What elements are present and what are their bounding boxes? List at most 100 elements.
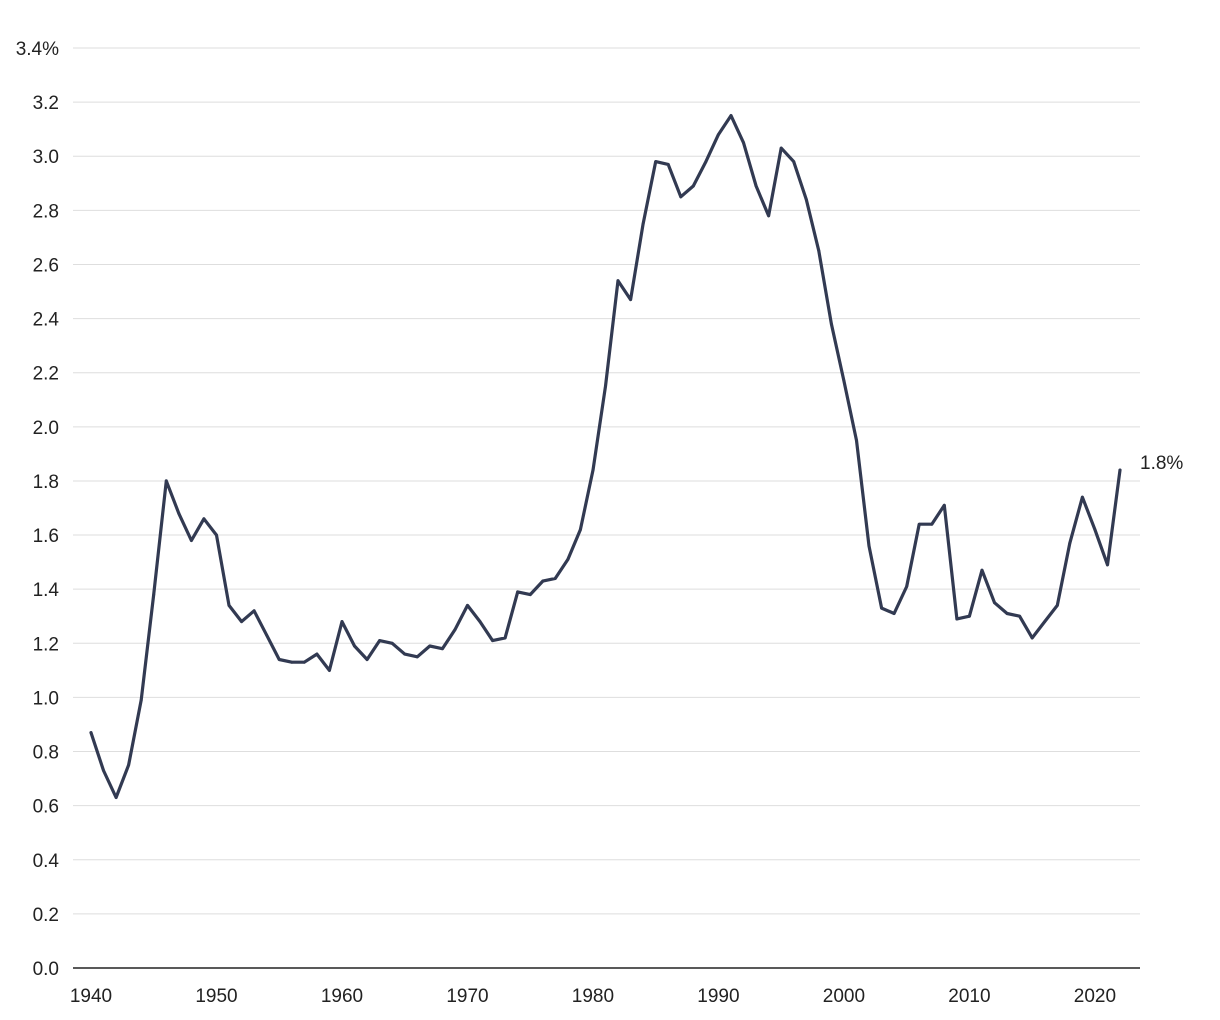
y-tick-label: 1.6 xyxy=(33,526,59,547)
data-point xyxy=(980,568,984,572)
y-tick-label: 2.2 xyxy=(33,364,59,385)
y-tick-label: 0.4 xyxy=(33,851,60,872)
data-point xyxy=(917,522,921,526)
data-point xyxy=(905,585,909,588)
y-tick-label: 2.8 xyxy=(33,201,59,222)
data-point xyxy=(817,249,821,253)
x-tick-label: 1940 xyxy=(70,986,112,1007)
y-tick-label: 1.0 xyxy=(33,688,59,709)
data-point xyxy=(566,558,570,561)
data-point xyxy=(1018,614,1022,618)
data-point xyxy=(1030,636,1034,640)
y-tick-label: 3.0 xyxy=(33,147,59,168)
data-point xyxy=(679,195,683,199)
data-point xyxy=(516,590,520,594)
data-point xyxy=(152,593,156,596)
x-tick-label: 2020 xyxy=(1074,986,1116,1007)
y-tick-label: 1.8 xyxy=(33,472,59,493)
data-point xyxy=(478,620,482,624)
data-point xyxy=(541,579,545,583)
data-point xyxy=(666,162,670,166)
data-point xyxy=(139,698,143,702)
y-tick-label: 0.0 xyxy=(33,959,59,980)
data-point xyxy=(641,222,645,226)
data-point xyxy=(767,214,771,218)
data-point xyxy=(328,668,331,672)
x-tick-label: 1980 xyxy=(572,986,614,1007)
end-value-label: 1.8% xyxy=(1140,453,1183,474)
y-tick-label: 3.4% xyxy=(16,39,59,60)
y-tick-label: 0.2 xyxy=(33,905,59,926)
data-point xyxy=(604,384,607,388)
data-point xyxy=(1043,620,1047,624)
y-tick-label: 2.4 xyxy=(33,310,60,331)
data-point xyxy=(353,644,356,648)
x-tick-label: 1970 xyxy=(446,986,488,1007)
data-point xyxy=(779,146,783,150)
data-point xyxy=(792,160,796,164)
data-point xyxy=(1005,612,1009,615)
data-point xyxy=(453,628,457,632)
data-point xyxy=(177,512,181,515)
data-point xyxy=(629,298,632,302)
data-point xyxy=(365,658,369,661)
data-point xyxy=(880,606,883,610)
data-point xyxy=(1118,468,1122,472)
series-line xyxy=(89,114,1122,800)
data-point xyxy=(265,633,269,637)
data-point xyxy=(503,636,507,640)
data-point xyxy=(89,731,93,734)
data-point xyxy=(867,544,871,548)
data-point xyxy=(892,612,896,615)
data-point xyxy=(528,593,532,596)
x-axis-ticks: 1940 1950 1960 1970 1980 1990 2000 2010 2020 xyxy=(70,986,1116,1007)
data-point xyxy=(1055,604,1059,607)
data-point xyxy=(127,763,131,767)
data-point xyxy=(189,539,193,542)
data-point xyxy=(942,503,946,507)
y-tick-label: 3.2 xyxy=(33,93,59,114)
x-tick-label: 1950 xyxy=(195,986,237,1007)
gridlines xyxy=(73,47,1140,915)
data-point xyxy=(1093,528,1097,532)
data-point xyxy=(440,647,444,651)
data-point xyxy=(340,620,344,624)
data-point xyxy=(390,641,394,645)
data-point xyxy=(1106,563,1109,567)
data-point xyxy=(403,652,407,656)
data-point xyxy=(829,322,833,326)
y-tick-label: 0.6 xyxy=(33,797,59,818)
x-tick-label: 1960 xyxy=(321,986,363,1007)
data-point xyxy=(993,601,996,605)
data-point xyxy=(102,769,105,772)
data-point xyxy=(968,614,971,618)
data-point xyxy=(164,479,168,483)
data-point xyxy=(842,379,846,383)
data-point xyxy=(1080,495,1084,499)
data-point xyxy=(302,660,306,664)
y-tick-label: 2.6 xyxy=(33,255,59,276)
data-point xyxy=(804,198,808,201)
x-tick-label: 2010 xyxy=(948,986,990,1007)
data-point xyxy=(227,604,231,607)
data-point xyxy=(591,468,595,472)
data-point xyxy=(1068,541,1072,545)
data-point xyxy=(315,652,319,656)
y-tick-label: 2.0 xyxy=(33,418,59,439)
data-point xyxy=(955,617,959,621)
data-point xyxy=(290,660,294,664)
data-point xyxy=(415,655,419,659)
x-tick-label: 2000 xyxy=(823,986,865,1007)
data-point xyxy=(240,620,243,624)
data-point xyxy=(855,438,858,442)
data-point xyxy=(202,517,206,521)
data-point xyxy=(616,279,620,283)
data-point xyxy=(252,609,256,613)
data-point xyxy=(579,528,582,532)
data-point xyxy=(742,141,745,145)
data-point xyxy=(704,160,708,164)
data-point xyxy=(717,133,720,136)
y-tick-label: 1.4 xyxy=(33,580,60,601)
data-point xyxy=(277,658,281,661)
